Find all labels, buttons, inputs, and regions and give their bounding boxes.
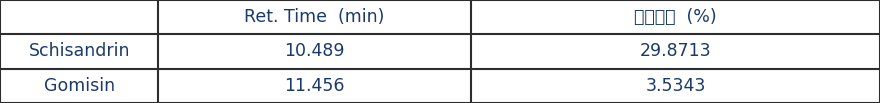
Text: Gomisin: Gomisin [44, 77, 114, 95]
Text: 29.8713: 29.8713 [640, 43, 711, 60]
Text: Schisandrin: Schisandrin [28, 43, 130, 60]
Text: 11.456: 11.456 [284, 77, 345, 95]
Text: 3.5343: 3.5343 [645, 77, 706, 95]
Text: 10.489: 10.489 [284, 43, 345, 60]
Text: 상대함량  (%): 상대함량 (%) [634, 8, 716, 26]
Text: Ret. Time  (min): Ret. Time (min) [245, 8, 385, 26]
